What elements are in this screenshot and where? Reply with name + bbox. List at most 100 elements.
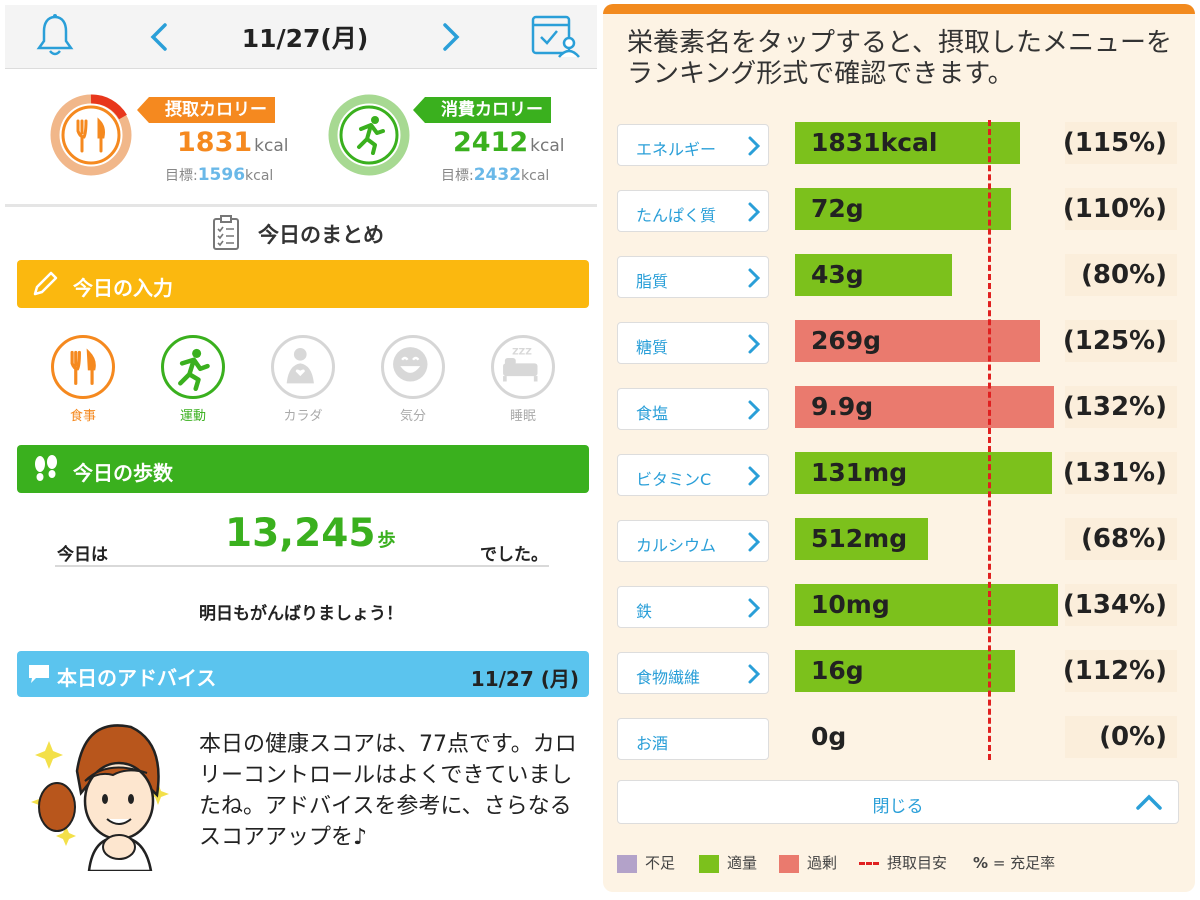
nutrient-value: 131mg bbox=[811, 458, 908, 487]
sleep-icon: ZZZ bbox=[503, 347, 538, 382]
nutrient-value: 269g bbox=[811, 326, 882, 355]
legend-short: 不足 bbox=[617, 852, 675, 873]
nutrient-percent: (110%) bbox=[1062, 194, 1167, 224]
advice-section-header: 本日のアドバイス 11/27 (月) bbox=[17, 651, 589, 697]
percent-cell bbox=[1065, 584, 1177, 626]
input-mood-label: 気分 bbox=[399, 409, 426, 424]
nutrient-row: たんぱく質 72g (110%) bbox=[603, 180, 1195, 240]
percent-cell bbox=[1065, 254, 1177, 296]
legend-over-swatch bbox=[779, 854, 799, 873]
input-section-header: 今日の入力 bbox=[17, 260, 589, 308]
footprints-icon bbox=[35, 455, 57, 481]
input-mood-button[interactable]: 気分 bbox=[378, 335, 448, 424]
runner-icon bbox=[178, 348, 210, 392]
chevron-right-icon bbox=[748, 466, 761, 486]
nutrient-bar bbox=[795, 386, 1054, 428]
nutrient-name-button[interactable]: 脂質 bbox=[617, 256, 769, 298]
burn-calorie-value: 2412 kcal bbox=[453, 127, 565, 158]
body-icon bbox=[286, 347, 314, 384]
chevron-right-icon bbox=[748, 202, 761, 222]
chart-legend: 不足 適量 過剰 摂取目安 % = 充足率 bbox=[617, 852, 1187, 876]
nutrient-name: カルシウム bbox=[636, 536, 717, 555]
input-body-button[interactable]: カラダ bbox=[268, 335, 338, 424]
bell-icon[interactable] bbox=[35, 13, 75, 59]
nutrient-percent: (131%) bbox=[1062, 458, 1167, 488]
chevron-right-icon bbox=[748, 334, 761, 354]
input-meal-button[interactable]: 食事 bbox=[48, 335, 118, 424]
nutrient-value: 72g bbox=[811, 194, 864, 223]
input-sleep-label: 睡眠 bbox=[509, 409, 536, 424]
nutrient-row: ビタミンC 131mg (131%) bbox=[603, 444, 1195, 504]
nutrient-percent: (134%) bbox=[1062, 590, 1167, 620]
burn-calorie-label: 消費カロリー bbox=[413, 97, 551, 123]
nutrient-row: 脂質 43g (80%) bbox=[603, 246, 1195, 306]
fork-knife-icon bbox=[50, 94, 132, 176]
chevron-right-icon bbox=[748, 664, 761, 684]
nutrient-name-button[interactable]: お酒 bbox=[617, 718, 769, 760]
close-button[interactable]: 閉じる bbox=[617, 780, 1179, 824]
nutrient-name-button[interactable]: たんぱく質 bbox=[617, 190, 769, 232]
intake-calorie-value: 1831 kcal bbox=[177, 127, 289, 158]
nutrient-name-button[interactable]: カルシウム bbox=[617, 520, 769, 562]
input-exercise-button[interactable]: 運動 bbox=[158, 335, 228, 424]
input-sleep-button[interactable]: ZZZ 睡眠 bbox=[488, 335, 558, 424]
input-meal-label: 食事 bbox=[69, 409, 96, 424]
nutrient-row: 食塩 9.9g (132%) bbox=[603, 378, 1195, 438]
nutrient-percent: (125%) bbox=[1062, 326, 1167, 356]
clipboard-icon bbox=[213, 215, 239, 250]
chevron-right-icon bbox=[748, 136, 761, 156]
nutrient-percent: (115%) bbox=[1062, 128, 1167, 158]
nutrient-name: 脂質 bbox=[636, 272, 669, 291]
legend-percent: % = 充足率 bbox=[973, 854, 1056, 872]
nutrient-percent: (80%) bbox=[1081, 260, 1167, 290]
nutrient-name: 鉄 bbox=[636, 602, 653, 621]
header-bar: 11/27(月) bbox=[5, 5, 597, 69]
nutrient-value: 0g bbox=[811, 722, 847, 751]
intake-calorie-goal: 目標:1596kcal bbox=[165, 165, 274, 185]
current-date: 11/27(月) bbox=[241, 24, 369, 53]
chevron-up-icon bbox=[1136, 794, 1162, 810]
nutrient-row: 食物繊維 16g (112%) bbox=[603, 642, 1195, 702]
chevron-right-icon[interactable] bbox=[433, 17, 467, 57]
nutrient-row: カルシウム 512mg (68%) bbox=[603, 510, 1195, 570]
nutrient-row: エネルギー 1831kcal (115%) bbox=[603, 114, 1195, 174]
chevron-right-icon bbox=[748, 532, 761, 552]
nutrient-bar bbox=[795, 122, 1020, 164]
nutrient-name-button[interactable]: 鉄 bbox=[617, 586, 769, 628]
nutrient-intro-text: 栄養素名をタップすると、摂取したメニューをランキング形式で確認できます。 bbox=[627, 28, 1172, 89]
intake-calorie-label: 摂取カロリー bbox=[137, 97, 275, 123]
nutrient-percent: (132%) bbox=[1062, 392, 1167, 422]
steps-suffix: でした。 bbox=[480, 545, 548, 565]
burn-calorie-goal: 目標:2432kcal bbox=[441, 165, 550, 185]
nutrient-name-button[interactable]: 糖質 bbox=[617, 322, 769, 364]
nutrient-name: 糖質 bbox=[636, 338, 669, 357]
nutrient-value: 16g bbox=[811, 656, 864, 685]
nutrient-value: 10mg bbox=[811, 590, 890, 619]
calendar-user-icon[interactable] bbox=[529, 11, 581, 61]
legend-over: 過剰 bbox=[779, 852, 837, 873]
speech-bubble-icon bbox=[29, 665, 49, 683]
nutrient-name-button[interactable]: エネルギー bbox=[617, 124, 769, 166]
divider bbox=[55, 565, 549, 567]
nutrient-name: 食塩 bbox=[636, 404, 669, 423]
advisor-avatar bbox=[31, 724, 169, 871]
nutrient-bar bbox=[795, 452, 1052, 494]
runner-icon bbox=[328, 94, 410, 176]
nutrient-name: エネルギー bbox=[636, 140, 717, 159]
steps-section-header: 今日の歩数 bbox=[17, 445, 589, 493]
nutrient-name-button[interactable]: ビタミンC bbox=[617, 454, 769, 496]
input-exercise-label: 運動 bbox=[179, 409, 206, 424]
nutrient-name-button[interactable]: 食塩 bbox=[617, 388, 769, 430]
nutrient-row: 鉄 10mg (134%) bbox=[603, 576, 1195, 636]
intake-guide-line bbox=[988, 120, 991, 760]
nutrient-name-button[interactable]: 食物繊維 bbox=[617, 652, 769, 694]
advice-date: 11/27 (月) bbox=[470, 667, 579, 691]
percent-cell bbox=[1065, 320, 1177, 362]
fork-knife-icon bbox=[70, 348, 96, 385]
calorie-summary: 摂取カロリー 1831 kcal 目標:1596kcal 消費カロリー 2412 k… bbox=[5, 71, 597, 207]
smile-icon bbox=[393, 347, 428, 382]
legend-ok: 適量 bbox=[699, 852, 757, 873]
close-label: 閉じる bbox=[872, 797, 924, 817]
nutrient-name: 食物繊維 bbox=[636, 668, 701, 687]
chevron-left-icon[interactable] bbox=[143, 17, 177, 57]
